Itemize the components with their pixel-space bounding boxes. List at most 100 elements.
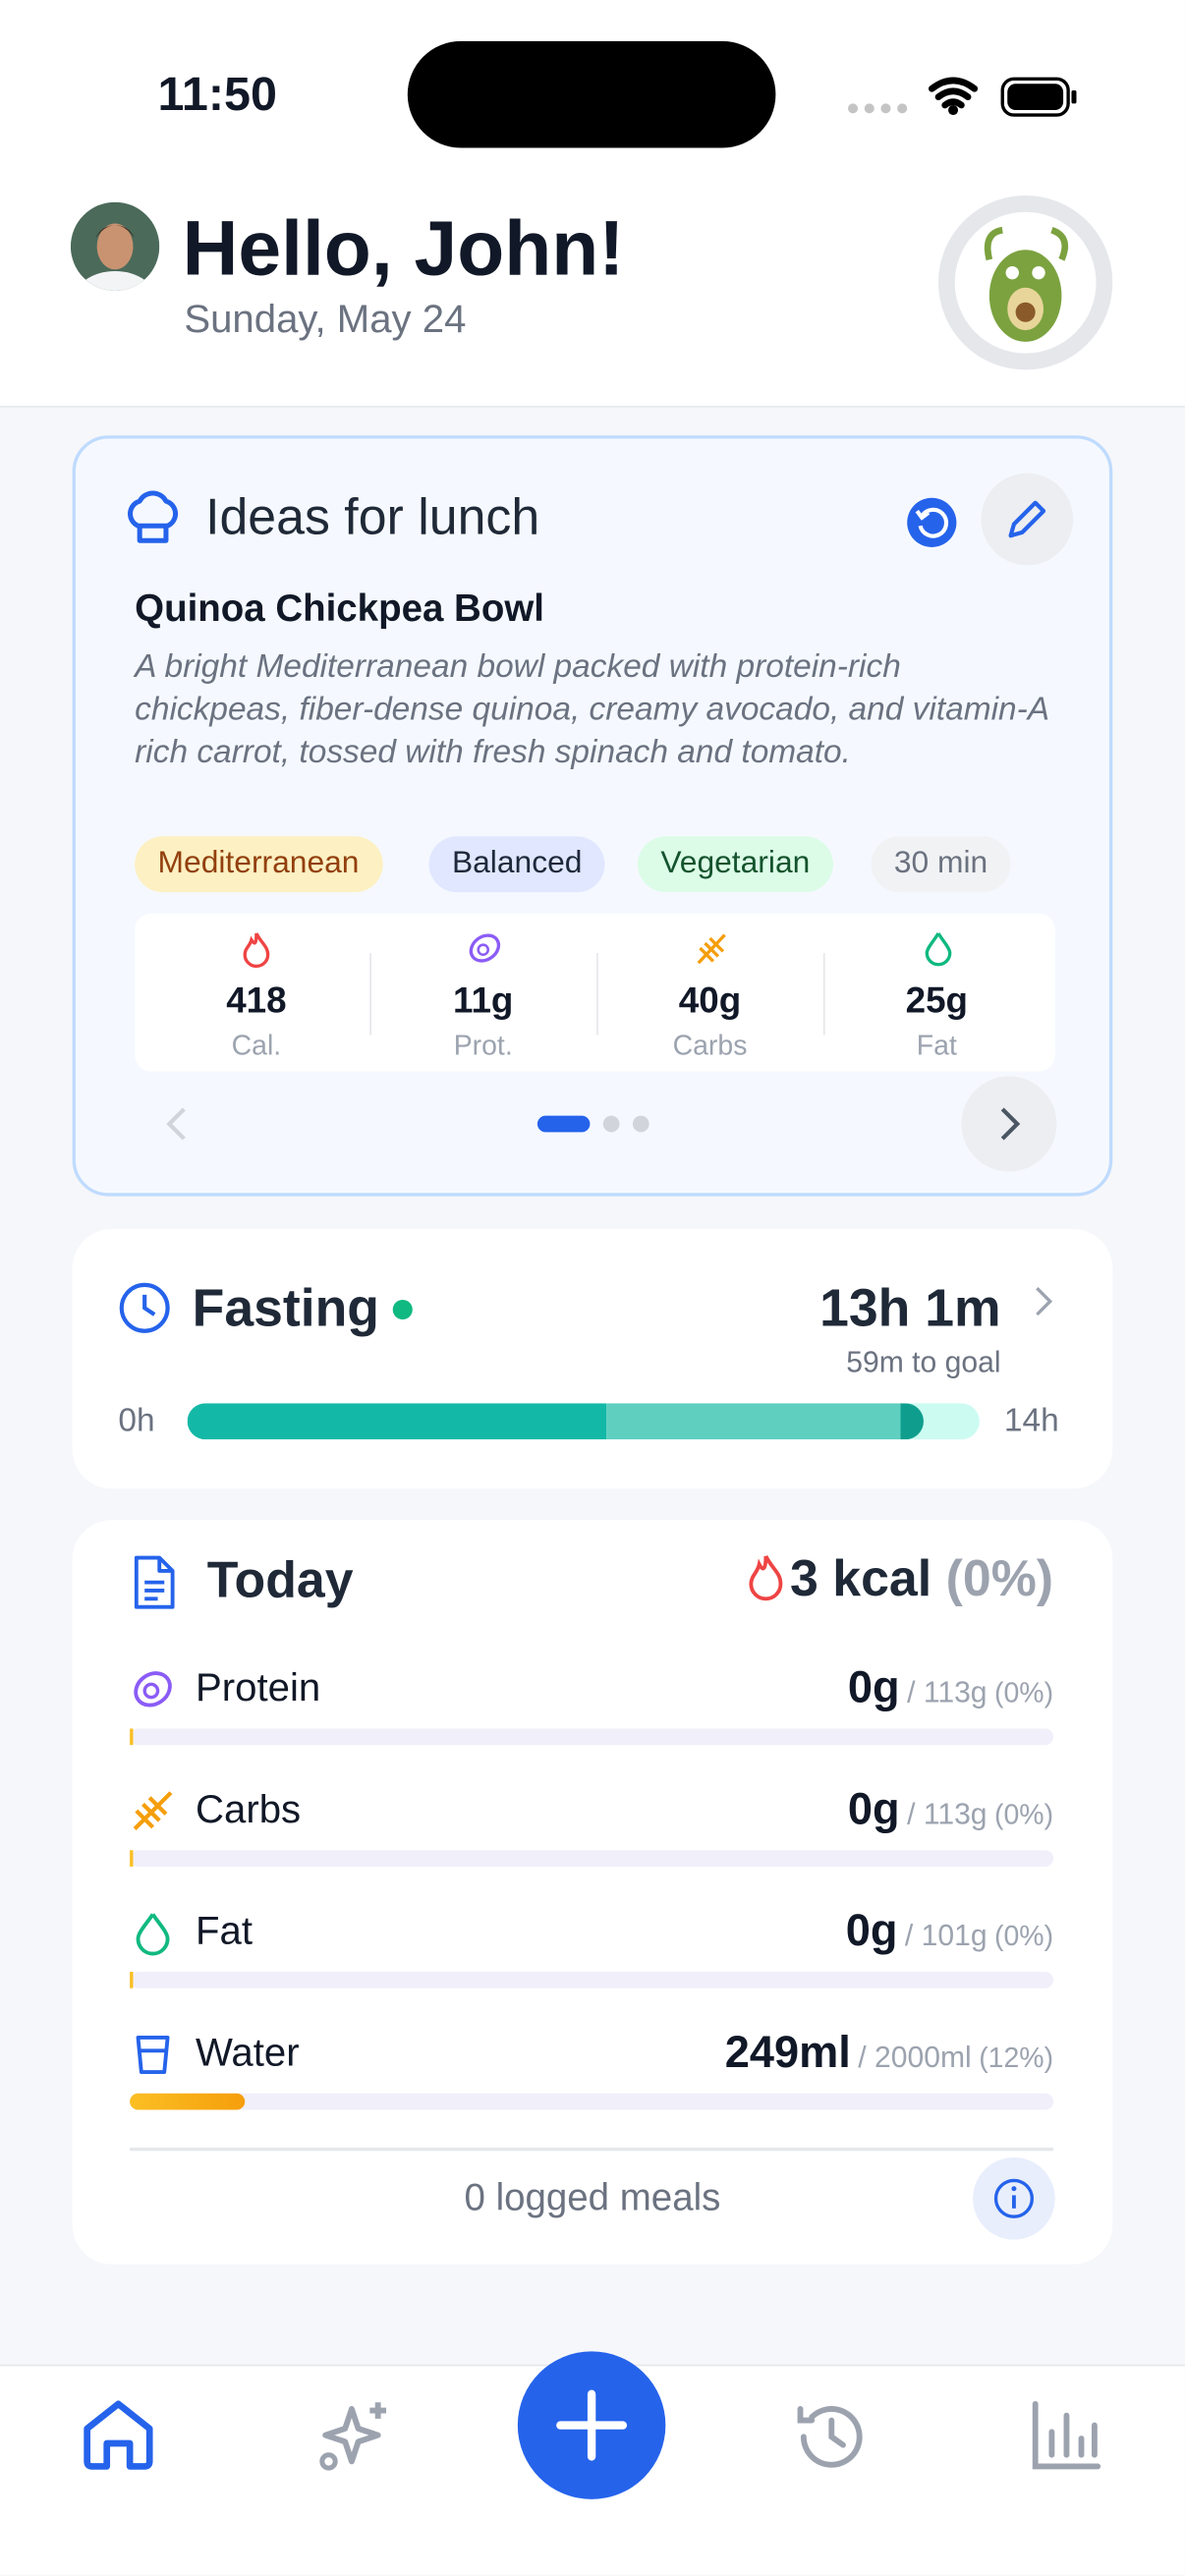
divider [369,953,371,1036]
nutrition-item: 25g Fat [823,921,1050,1069]
history-tab[interactable] [794,2399,870,2475]
greeting: Hello, John! [182,203,625,292]
macro-goal: / 101g [904,1919,988,1952]
macro-goal: / 113g [907,1675,988,1709]
stats-tab[interactable] [1031,2399,1103,2472]
status-icons [848,77,1077,117]
avatar[interactable] [70,201,160,292]
macro-name: Fat [196,1909,254,1954]
macro-fill [130,1728,134,1746]
macro-amount: 0g / 113g (0%) [848,1787,1054,1832]
fasting-to-goal: 59m to goal [846,1345,1001,1379]
nutrition-value: 11g [453,979,514,1021]
macro-icon [134,1671,172,1708]
edit-button[interactable] [981,473,1074,566]
macro-percent: (12%) [979,2042,1054,2074]
fasting-end: 14h [1003,1403,1059,1440]
clock-icon [119,1282,170,1333]
nutrition-label: Carbs [672,1030,748,1062]
fasting-elapsed: 13h 1m [819,1278,1001,1338]
macro-icon [133,1791,173,1830]
status-time: 11:50 [157,69,277,122]
idea-title: Ideas for lunch [205,487,540,546]
nutrition-item: 40g Carbs [596,921,823,1069]
recipe-description: A bright Mediterranean bowl packed with … [135,648,1048,771]
info-button[interactable] [973,2156,1055,2240]
nutrition-value: 40g [678,979,742,1021]
chevron-icon [1036,1287,1053,1316]
macro-name: Protein [196,1665,321,1711]
prev-button[interactable] [161,1104,194,1144]
macro-goal: / 113g [907,1797,988,1831]
refresh-button[interactable] [907,497,957,547]
nutrition-label: Prot. [453,1030,513,1062]
macro-icon [136,2035,170,2074]
next-button[interactable] [961,1076,1057,1172]
tag: 30 min [871,836,1011,893]
divider [130,2147,1054,2152]
protein-icon [469,933,501,963]
page-dot [536,1115,591,1133]
macro-value: 0g [847,1784,900,1834]
nutrition-item: 11g Prot. [369,921,596,1069]
fasting-title: Fasting [192,1278,379,1338]
fasting-card[interactable] [72,1229,1113,1489]
macro-value: 249ml [724,2027,851,2078]
kcal-value: 3 kcal [790,1549,932,1607]
macro-track [130,1728,1054,1746]
macro-value: 0g [847,1662,900,1712]
kcal-summary: 3 kcal (0%) [748,1553,1053,1604]
page-dot [602,1115,620,1133]
document-icon [134,1555,175,1609]
fasting-fill [606,1403,903,1440]
flame-icon [243,932,270,969]
macro-percent: (0%) [994,1921,1054,1952]
fasting-fill [900,1403,924,1440]
divider [822,953,825,1036]
fasting-start: 0h [118,1403,155,1440]
logged-meals: 0 logged meals [464,2175,721,2218]
macro-percent: (0%) [994,1799,1054,1831]
macro-name: Water [196,2031,300,2076]
nutrition-label: Fat [916,1030,957,1062]
macro-amount: 249ml / 2000ml (12%) [724,2027,1054,2078]
dynamic-island [407,40,776,148]
carbs-icon [697,933,726,965]
tag: Vegetarian [637,836,833,893]
macro-fill [130,1972,134,1988]
macro-name: Carbs [196,1787,302,1832]
macro-amount: 0g / 113g (0%) [847,1662,1054,1712]
nutrition-value: 418 [226,979,287,1021]
nutrition-value: 25g [905,979,969,1021]
fat-icon [925,932,952,967]
macro-icon [136,1913,170,1956]
tag: Mediterranean [135,836,382,893]
home-tab[interactable] [83,2399,155,2472]
kcal-percent: (0%) [945,1549,1054,1607]
nutrition-label: Cal. [231,1030,282,1062]
macro-fill [130,2093,246,2110]
macro-track [130,1850,1054,1867]
ai-tab[interactable] [315,2396,398,2479]
recipe-name: Quinoa Chickpea Bowl [135,587,544,630]
tag: Balanced [428,836,605,893]
macro-track [130,1972,1054,1988]
mascot[interactable] [936,194,1114,371]
chef-hat-icon [128,490,179,543]
macro-percent: (0%) [994,1677,1054,1709]
today-title: Today [206,1550,354,1609]
macro-goal: / 2000ml [858,2041,972,2074]
nutrition-item: 418 Cal. [143,921,370,1069]
fasting-track [187,1403,980,1440]
page-dot [632,1115,649,1133]
macro-amount: 0g / 101g (0%) [846,1909,1053,1953]
add-button[interactable] [517,2351,666,2499]
nutrition-panel [135,913,1055,1072]
fasting-fill [187,1403,607,1440]
date: Sunday, May 24 [184,297,467,342]
today-card [72,1520,1113,2265]
flame-icon [748,1554,782,1601]
